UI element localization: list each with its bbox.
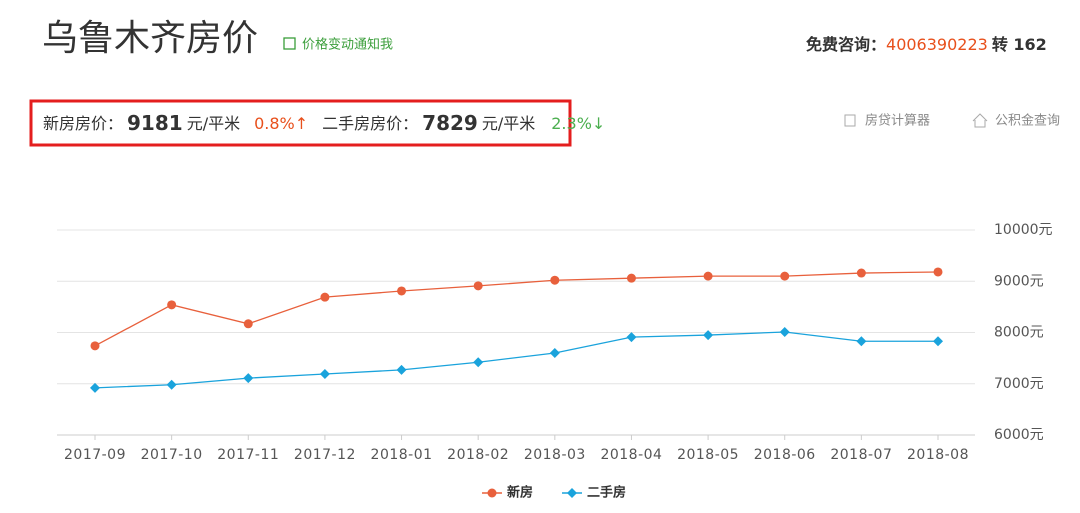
point	[396, 364, 407, 375]
point	[487, 488, 497, 498]
point	[90, 341, 100, 351]
x-tick-label: 2018-05	[677, 447, 739, 463]
notify-link[interactable]: 价格变动通知我	[283, 37, 393, 53]
highlight-box	[29, 99, 572, 147]
consult-label: 免费咨询：	[806, 35, 886, 54]
point	[933, 267, 943, 277]
second-label: 二手房房价：	[322, 114, 418, 133]
x-tick-label: 2018-01	[371, 447, 433, 463]
point	[933, 336, 943, 347]
point	[779, 326, 790, 337]
y-tick-label: 6000元	[994, 427, 1044, 443]
calc-icon	[844, 114, 856, 127]
price-row: 新房房价： 9181 元/平米 0.8%↑ 二手房房价： 7829 元/平米 2.3%↓	[43, 111, 605, 135]
point	[780, 271, 790, 281]
chart: 6000元 7000元 8000元 9000元 10000元 2017-09 2017-10…	[57, 222, 1053, 501]
point	[626, 273, 636, 283]
x-tick-label: 2017-10	[141, 447, 203, 463]
second-unit: 元/平米	[482, 114, 535, 133]
point	[703, 271, 713, 281]
x-tick-label: 2018-07	[830, 447, 892, 463]
tool-link[interactable]: 房贷计算器	[865, 113, 930, 129]
legend-label: 二手房	[587, 485, 626, 501]
point	[550, 275, 560, 285]
point	[243, 373, 254, 384]
second-change: 2.3%↓	[551, 114, 605, 133]
x-tick-label: 2017-12	[294, 447, 356, 463]
new-label: 新房房价：	[43, 114, 123, 133]
point	[397, 286, 407, 296]
ext: 转 162	[992, 35, 1047, 54]
phone[interactable]: 4006390223	[886, 35, 988, 54]
notify-icon	[283, 37, 296, 50]
point	[90, 382, 100, 393]
point	[856, 336, 867, 347]
page-title: 乌鲁木齐房价	[42, 18, 258, 59]
new-unit: 元/平米	[187, 114, 240, 133]
x-tick-label: 2018-06	[754, 447, 816, 463]
legend-label: 新房	[507, 485, 533, 501]
point	[626, 332, 637, 343]
fund-icon	[972, 113, 988, 128]
point	[166, 379, 177, 390]
second-price: 7829	[422, 111, 478, 135]
point	[320, 292, 330, 302]
y-tick-label: 8000元	[994, 325, 1044, 341]
x-tick-label: 2017-09	[64, 447, 126, 463]
y-tick-label: 10000元	[994, 222, 1053, 238]
series-line	[94, 331, 939, 389]
x-tick-label: 2018-04	[600, 447, 662, 463]
series-line	[94, 271, 939, 347]
notify-text[interactable]: 价格变动通知我	[302, 37, 393, 53]
consult: 免费咨询：4006390223 转 162	[806, 35, 1047, 54]
x-tick-label: 2018-08	[907, 447, 969, 463]
y-tick-label: 7000元	[994, 376, 1044, 392]
point	[167, 300, 177, 310]
y-tick-label: 9000元	[994, 273, 1044, 289]
point	[703, 330, 714, 341]
new-change: 0.8%↑	[254, 114, 308, 133]
point	[473, 281, 483, 291]
new-price: 9181	[127, 111, 183, 135]
x-tick-label: 2018-02	[447, 447, 509, 463]
point	[567, 488, 577, 498]
x-tick-label: 2018-03	[524, 447, 586, 463]
x-tick-label: 2017-11	[217, 447, 279, 463]
point	[549, 348, 560, 358]
point	[319, 369, 330, 380]
point	[473, 357, 484, 368]
point	[856, 268, 866, 278]
point	[243, 319, 253, 329]
tool-link[interactable]: 公积金查询	[995, 113, 1060, 129]
